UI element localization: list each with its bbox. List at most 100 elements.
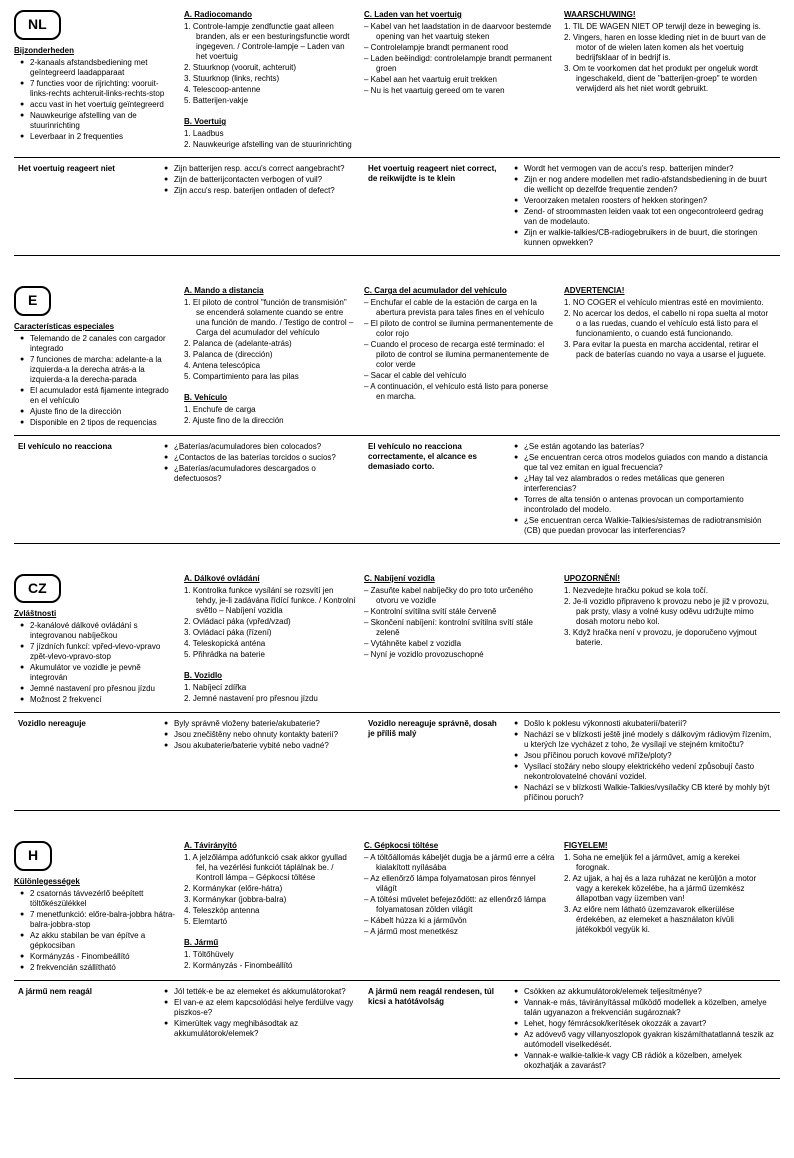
- cz-features-h: Zvláštnosti: [14, 609, 176, 619]
- list-item: – Skončení nabíjení: kontrolní svítilna …: [364, 618, 556, 638]
- list-item: – Kabel aan het vaartuig eruit trekken: [364, 75, 556, 85]
- e-col1: E Características especiales Telemando d…: [14, 286, 184, 429]
- list-item: 2-kanaals afstandsbediening met geïntegr…: [22, 58, 176, 78]
- h-b-list: 1. Töltőhüvely 2. Kormányzás - Finombeál…: [184, 950, 356, 971]
- list-item: Akumulátor ve vozidle je pevně integrová…: [22, 663, 176, 683]
- nl-a-h: A. Radiocomando: [184, 10, 356, 20]
- list-item: Az akku stabilan be van építve a gépkocs…: [22, 931, 176, 951]
- cz-trouble: Vozidlo nereaguje Byly správně vloženy b…: [14, 712, 780, 811]
- list-item: 1. Nabíjecí zdířka: [184, 683, 356, 693]
- list-item: Zijn er walkie-talkies/CB-radiogebruiker…: [516, 228, 776, 248]
- list-item: – Zasuňte kabel nabíječky do pro toto ur…: [364, 586, 556, 606]
- list-item: – A jármű most menetkész: [364, 927, 556, 937]
- list-item: Nauwkeurige afstelling van de stuurinric…: [22, 111, 176, 131]
- nl-warn-h: WAARSCHUWING!: [564, 10, 772, 20]
- list-item: – Nyní je vozidlo provozuschopné: [364, 650, 556, 660]
- list-item: ¿Se encuentran cerca Walkie-Talkies/sist…: [516, 516, 776, 536]
- list-item: – Cuando el proceso de recarga esté term…: [364, 340, 556, 370]
- nl-b-list: 1. Laadbus 2. Nauwkeurige afstelling van…: [184, 129, 356, 150]
- nl-features: 2-kanaals afstandsbediening met geïntegr…: [14, 58, 176, 142]
- list-item: Jsou akubaterie/baterie vybité nebo vadn…: [166, 741, 362, 751]
- list-item: 4. Antena telescópica: [184, 361, 356, 371]
- list-item: Vannak-e más, távirányítással működő mod…: [516, 998, 776, 1018]
- section-e: E Características especiales Telemando d…: [14, 286, 780, 429]
- list-item: Jemné nastavení pro přesnou jízdu: [22, 684, 176, 694]
- cz-t4: Došlo k poklesu výkonnosti akubaterií/ba…: [508, 719, 776, 804]
- nl-t3: Het voertuig reageert niet correct, de r…: [368, 164, 508, 249]
- list-item: ¿Contactos de las baterías torcidos o su…: [166, 453, 362, 463]
- e-a-h: A. Mando a distancia: [184, 286, 356, 296]
- list-item: Disponible en 2 tipos de requencias: [22, 418, 176, 428]
- cz-col4: UPOZORNĚNÍ! 1. Nezvedejte hračku pokud s…: [564, 574, 780, 707]
- list-item: – Kabel van het laadstation in de daarvo…: [364, 22, 556, 42]
- nl-col4: WAARSCHUWING! 1. TIL DE WAGEN NIET OP te…: [564, 10, 780, 151]
- badge-e: E: [14, 286, 51, 316]
- list-item: Vysílací stožáry nebo sloupy elektrickéh…: [516, 762, 776, 782]
- list-item: 1. NO COGER el vehículo mientras esté en…: [564, 298, 772, 308]
- list-item: 3. Ovládací páka (řízení): [184, 628, 356, 638]
- list-item: – Az ellenőrző lámpa folyamatosan piros …: [364, 874, 556, 894]
- list-item: – A töltőállomás kábeljét dugja be a jár…: [364, 853, 556, 873]
- nl-warn-list: 1. TIL DE WAGEN NIET OP terwijl deze in …: [564, 22, 772, 94]
- list-item: 1. Nezvedejte hračku pokud se kola točí.: [564, 586, 772, 596]
- list-item: – Vytáhněte kabel z vozidla: [364, 639, 556, 649]
- list-item: ¿Baterías/acumuladores descargados o def…: [166, 464, 362, 484]
- list-item: Byly správně vloženy baterie/akubaterie?: [166, 719, 362, 729]
- cz-t2: Byly správně vloženy baterie/akubaterie?…: [158, 719, 368, 804]
- cz-c-h: C. Nabíjení vozidla: [364, 574, 556, 584]
- e-t1: El vehículo no reacciona: [18, 442, 158, 537]
- nl-col2: A. Radiocomando 1. Controle-lampje zendf…: [184, 10, 364, 151]
- list-item: ¿Se están agotando las baterías?: [516, 442, 776, 452]
- list-item: 5. Přihrádka na baterie: [184, 650, 356, 660]
- list-item: ¿Baterías/acumuladores bien colocados?: [166, 442, 362, 452]
- list-item: – A continuación, el vehículo está listo…: [364, 382, 556, 402]
- nl-c-list: – Kabel van het laadstation in de daarvo…: [364, 22, 556, 96]
- e-t2: ¿Baterías/acumuladores bien colocados? ¿…: [158, 442, 368, 537]
- list-item: 1. Soha ne emeljük fel a járművet, amíg …: [564, 853, 772, 873]
- list-item: 2. Ovládací páka (vpřed/vzad): [184, 617, 356, 627]
- list-item: 3. Kormánykar (jobbra-balra): [184, 895, 356, 905]
- e-features-h: Características especiales: [14, 322, 176, 332]
- h-t4: Csökken az akkumulátorok/elemek teljesít…: [508, 987, 776, 1072]
- badge-cz: CZ: [14, 574, 61, 604]
- cz-b-h: B. Vozidlo: [184, 671, 356, 681]
- list-item: 1. Töltőhüvely: [184, 950, 356, 960]
- h-features-h: Különlegességek: [14, 877, 176, 887]
- list-item: accu vast in het voertuig geïntegreerd: [22, 100, 176, 110]
- list-item: Jól tették-e be az elemeket és akkumulát…: [166, 987, 362, 997]
- cz-a-list: 1. Kontrolka funkce vysílání se rozsvítí…: [184, 586, 356, 660]
- nl-col3: C. Laden van het voertuig – Kabel van he…: [364, 10, 564, 151]
- h-features: 2 csatornás távvezérlő beépített töltőké…: [14, 889, 176, 973]
- list-item: El acumulador está fijamente integrado e…: [22, 386, 176, 406]
- list-item: 5. Batterijen-vakje: [184, 96, 356, 106]
- h-t3: A jármű nem reagál rendesen, túl kicsi a…: [368, 987, 508, 1072]
- list-item: 1. TIL DE WAGEN NIET OP terwijl deze in …: [564, 22, 772, 32]
- list-item: – Kontrolní svítilna svítí stále červeně: [364, 607, 556, 617]
- cz-features: 2-kanálové dálkové ovládání s integrovan…: [14, 621, 176, 705]
- list-item: Veroorzaken metalen roosters of hekken s…: [516, 196, 776, 206]
- list-item: 2 csatornás távvezérlő beépített töltőké…: [22, 889, 176, 909]
- list-item: Možnost 2 frekvencí: [22, 695, 176, 705]
- list-item: 2 frekvencián szállítható: [22, 963, 176, 973]
- list-item: 4. Teleszkóp antenna: [184, 906, 356, 916]
- nl-t1: Het voertuig reageert niet: [18, 164, 158, 249]
- list-item: Az adóvevő vagy villanyoszlopok gyakran …: [516, 1030, 776, 1050]
- h-a-list: 1. A jelzőlámpa adófunkció csak akkor gy…: [184, 853, 356, 927]
- e-warn-list: 1. NO COGER el vehículo mientras esté en…: [564, 298, 772, 360]
- list-item: 2. Az ujjak, a haj és a laza ruházat ne …: [564, 874, 772, 904]
- h-trouble: A jármű nem reagál Jól tették-e be az el…: [14, 980, 780, 1079]
- list-item: 2. Nauwkeurige afstelling van de stuurin…: [184, 140, 356, 150]
- section-cz: CZ Zvláštnosti 2-kanálové dálkové ovládá…: [14, 574, 780, 707]
- list-item: Jsou znečištěny nebo ohnuty kontakty bat…: [166, 730, 362, 740]
- h-c-h: C. Gépkocsi töltése: [364, 841, 556, 851]
- list-item: Torres de alta tensión o antenas provoca…: [516, 495, 776, 515]
- list-item: 3. Když hračka není v provozu, je doporu…: [564, 628, 772, 648]
- e-t4: ¿Se están agotando las baterías? ¿Se enc…: [508, 442, 776, 537]
- list-item: Jsou příčinou poruch kovové mříže/ploty?: [516, 751, 776, 761]
- list-item: 7 functies voor de rijrichting: vooruit-…: [22, 79, 176, 99]
- nl-features-h: Bijzonderheden: [14, 46, 176, 56]
- nl-t4: Wordt het vermogen van de accu's resp. b…: [508, 164, 776, 249]
- h-t2: Jól tették-e be az elemeket és akkumulát…: [158, 987, 368, 1072]
- list-item: 2. Ajuste fino de la dirección: [184, 416, 356, 426]
- list-item: 7 menetfunkció: előre-balra-jobbra hátra…: [22, 910, 176, 930]
